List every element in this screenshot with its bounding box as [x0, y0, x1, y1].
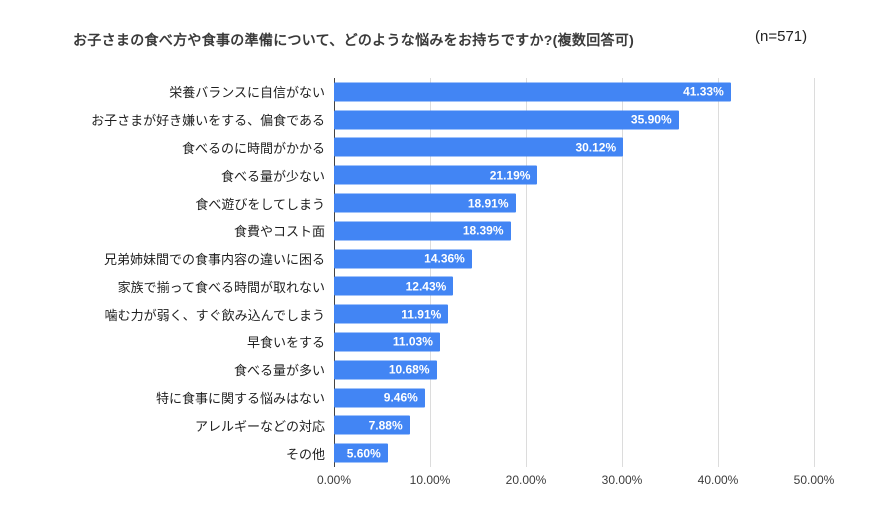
- chart-row: 食費やコスト面 18.39%: [234, 217, 814, 245]
- chart-title: お子さまの食べ方や食事の準備について、どのような悩みをお持ちですか?(複数回答可…: [73, 32, 635, 48]
- bar: 18.91%: [334, 193, 516, 213]
- chart-row: 家族で揃って食べる時間が取れない 12.43%: [118, 273, 814, 301]
- sample-size-label: (n=571): [755, 28, 808, 45]
- x-tick-label: 10.00%: [409, 473, 451, 487]
- gridline: [622, 78, 623, 467]
- bar: 10.68%: [334, 360, 437, 380]
- gridline: [718, 78, 719, 467]
- bar-value-label: 11.91%: [401, 307, 442, 322]
- category-label: お子さまが好き嫌いをする、偏食である: [91, 113, 325, 129]
- bar-value-label: 18.91%: [467, 196, 509, 211]
- category-label: 噛む力が弱く、すぐ飲み込んでしまう: [104, 307, 325, 323]
- x-tick-label: 50.00%: [793, 473, 835, 487]
- bar-value-label: 9.46%: [383, 390, 418, 405]
- bar: 41.33%: [334, 82, 731, 102]
- bar-value-label: 41.33%: [683, 84, 724, 99]
- bar: 21.19%: [334, 165, 538, 185]
- x-tick-label: 40.00%: [697, 473, 739, 487]
- chart-row: その他 5.60%: [286, 439, 814, 467]
- x-tick-label: 20.00%: [505, 473, 547, 487]
- bar: 18.39%: [334, 221, 511, 241]
- chart-row: 食べるのに時間がかかる 30.12%: [182, 134, 814, 162]
- bar: 12.43%: [334, 276, 454, 296]
- category-label: 食べ遊びをしてしまう: [195, 196, 325, 212]
- gridline: [814, 78, 815, 467]
- category-label: 兄弟姉妹間での食事内容の違いに困る: [103, 252, 325, 268]
- bar: 7.88%: [334, 415, 410, 435]
- category-label: 早食いをする: [246, 335, 325, 351]
- chart-row: 食べ遊びをしてしまう 18.91%: [195, 189, 814, 217]
- bar: 35.90%: [334, 110, 679, 130]
- chart-row: 兄弟姉妹間での食事内容の違いに困る 14.36%: [104, 245, 814, 273]
- bar: 14.36%: [334, 249, 472, 269]
- bar-value-label: 11.03%: [392, 334, 433, 349]
- chart-row: お子さまが好き嫌いをする、偏食である 35.90%: [91, 106, 814, 134]
- x-axis: 0.00% 10.00% 20.00% 30.00% 40.00% 50.00%: [317, 473, 834, 489]
- chart-row: 早食いをする 11.03%: [247, 328, 814, 356]
- bar-value-label: 21.19%: [489, 168, 531, 183]
- category-label: 食べる量が少ない: [220, 168, 325, 184]
- chart-row: 食べる量が多い 10.68%: [234, 356, 814, 384]
- gridline: [430, 78, 431, 467]
- plot-area: 栄養バランスに自信がない 41.33% お子さまが好き嫌いをする、偏食である 35.9…: [91, 78, 815, 467]
- y-axis-line: [334, 78, 335, 467]
- category-label: 食べるのに時間がかかる: [181, 140, 325, 156]
- category-label: 特に食事に関する悩みはない: [155, 391, 325, 407]
- chart-row: 栄養バランスに自信がない 41.33%: [169, 78, 814, 106]
- category-label: 食べる量が多い: [233, 363, 325, 379]
- chart-row: 食べる量が少ない 21.19%: [221, 161, 814, 189]
- x-tick-label: 0.00%: [316, 473, 352, 487]
- chart-row: 噛む力が弱く、すぐ飲み込んでしまう 11.91%: [105, 300, 814, 328]
- bar-value-label: 5.60%: [346, 446, 381, 461]
- bar-value-label: 14.36%: [424, 251, 465, 266]
- chart-row: アレルギーなどの対応 7.88%: [195, 411, 814, 439]
- chart-row: 特に食事に関する悩みはない 9.46%: [156, 384, 814, 412]
- bar: 5.60%: [334, 443, 388, 463]
- category-label: アレルギーなどの対応: [194, 418, 325, 434]
- bar: 9.46%: [334, 388, 425, 408]
- bar: 11.03%: [334, 332, 440, 352]
- gridline: [526, 78, 527, 467]
- bar: 30.12%: [334, 137, 624, 157]
- bar: 11.91%: [334, 304, 449, 324]
- category-label: 栄養バランスに自信がない: [169, 85, 325, 101]
- bar-value-label: 10.68%: [388, 362, 430, 377]
- bar-value-label: 7.88%: [368, 418, 403, 433]
- bar-value-label: 12.43%: [405, 279, 447, 294]
- bar-value-label: 30.12%: [575, 140, 617, 155]
- category-label: 食費やコスト面: [233, 224, 325, 240]
- category-label: その他: [285, 446, 325, 462]
- bar-value-label: 35.90%: [630, 112, 672, 127]
- category-label: 家族で揃って食べる時間が取れない: [117, 279, 325, 295]
- bar-value-label: 18.39%: [462, 223, 504, 238]
- x-tick-label: 30.00%: [601, 473, 643, 487]
